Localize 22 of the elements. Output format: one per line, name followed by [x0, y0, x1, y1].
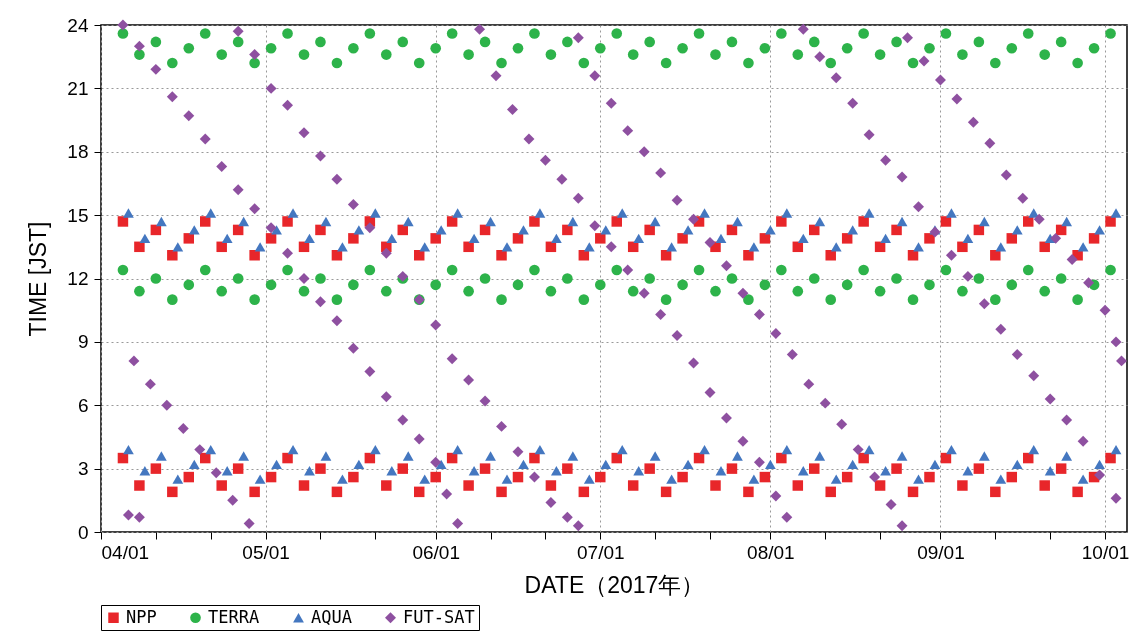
x-tick-label: 09/01 — [917, 541, 965, 563]
x-tick-label: 07/01 — [577, 541, 625, 563]
x-tick-label: 04/01 — [101, 541, 150, 563]
legend-label: NPP — [126, 606, 157, 627]
legend-label: TERRA — [208, 606, 260, 627]
x-axis-title: DATE（2017年） — [524, 571, 705, 598]
y-tick-label: 21 — [67, 77, 89, 99]
x-tick-label: 10/01 — [1081, 541, 1130, 563]
y-axis-title: TIME [JST] — [25, 221, 52, 337]
x-tick-label: 06/01 — [412, 541, 460, 563]
legend-label: AQUA — [311, 606, 352, 627]
y-tick-label: 12 — [67, 268, 89, 289]
y-tick-label: 3 — [77, 458, 89, 480]
legend-label: FUT-SAT — [403, 606, 475, 627]
x-tick-label: 08/01 — [747, 541, 795, 563]
y-tick-label: 24 — [67, 14, 89, 36]
x-tick-label: 05/01 — [242, 541, 290, 563]
y-tick-label: 15 — [67, 204, 89, 226]
y-tick-label: 0 — [77, 521, 89, 543]
y-tick-label: 9 — [77, 331, 89, 353]
y-tick-label: 18 — [67, 141, 89, 163]
y-tick-label: 6 — [77, 394, 89, 416]
